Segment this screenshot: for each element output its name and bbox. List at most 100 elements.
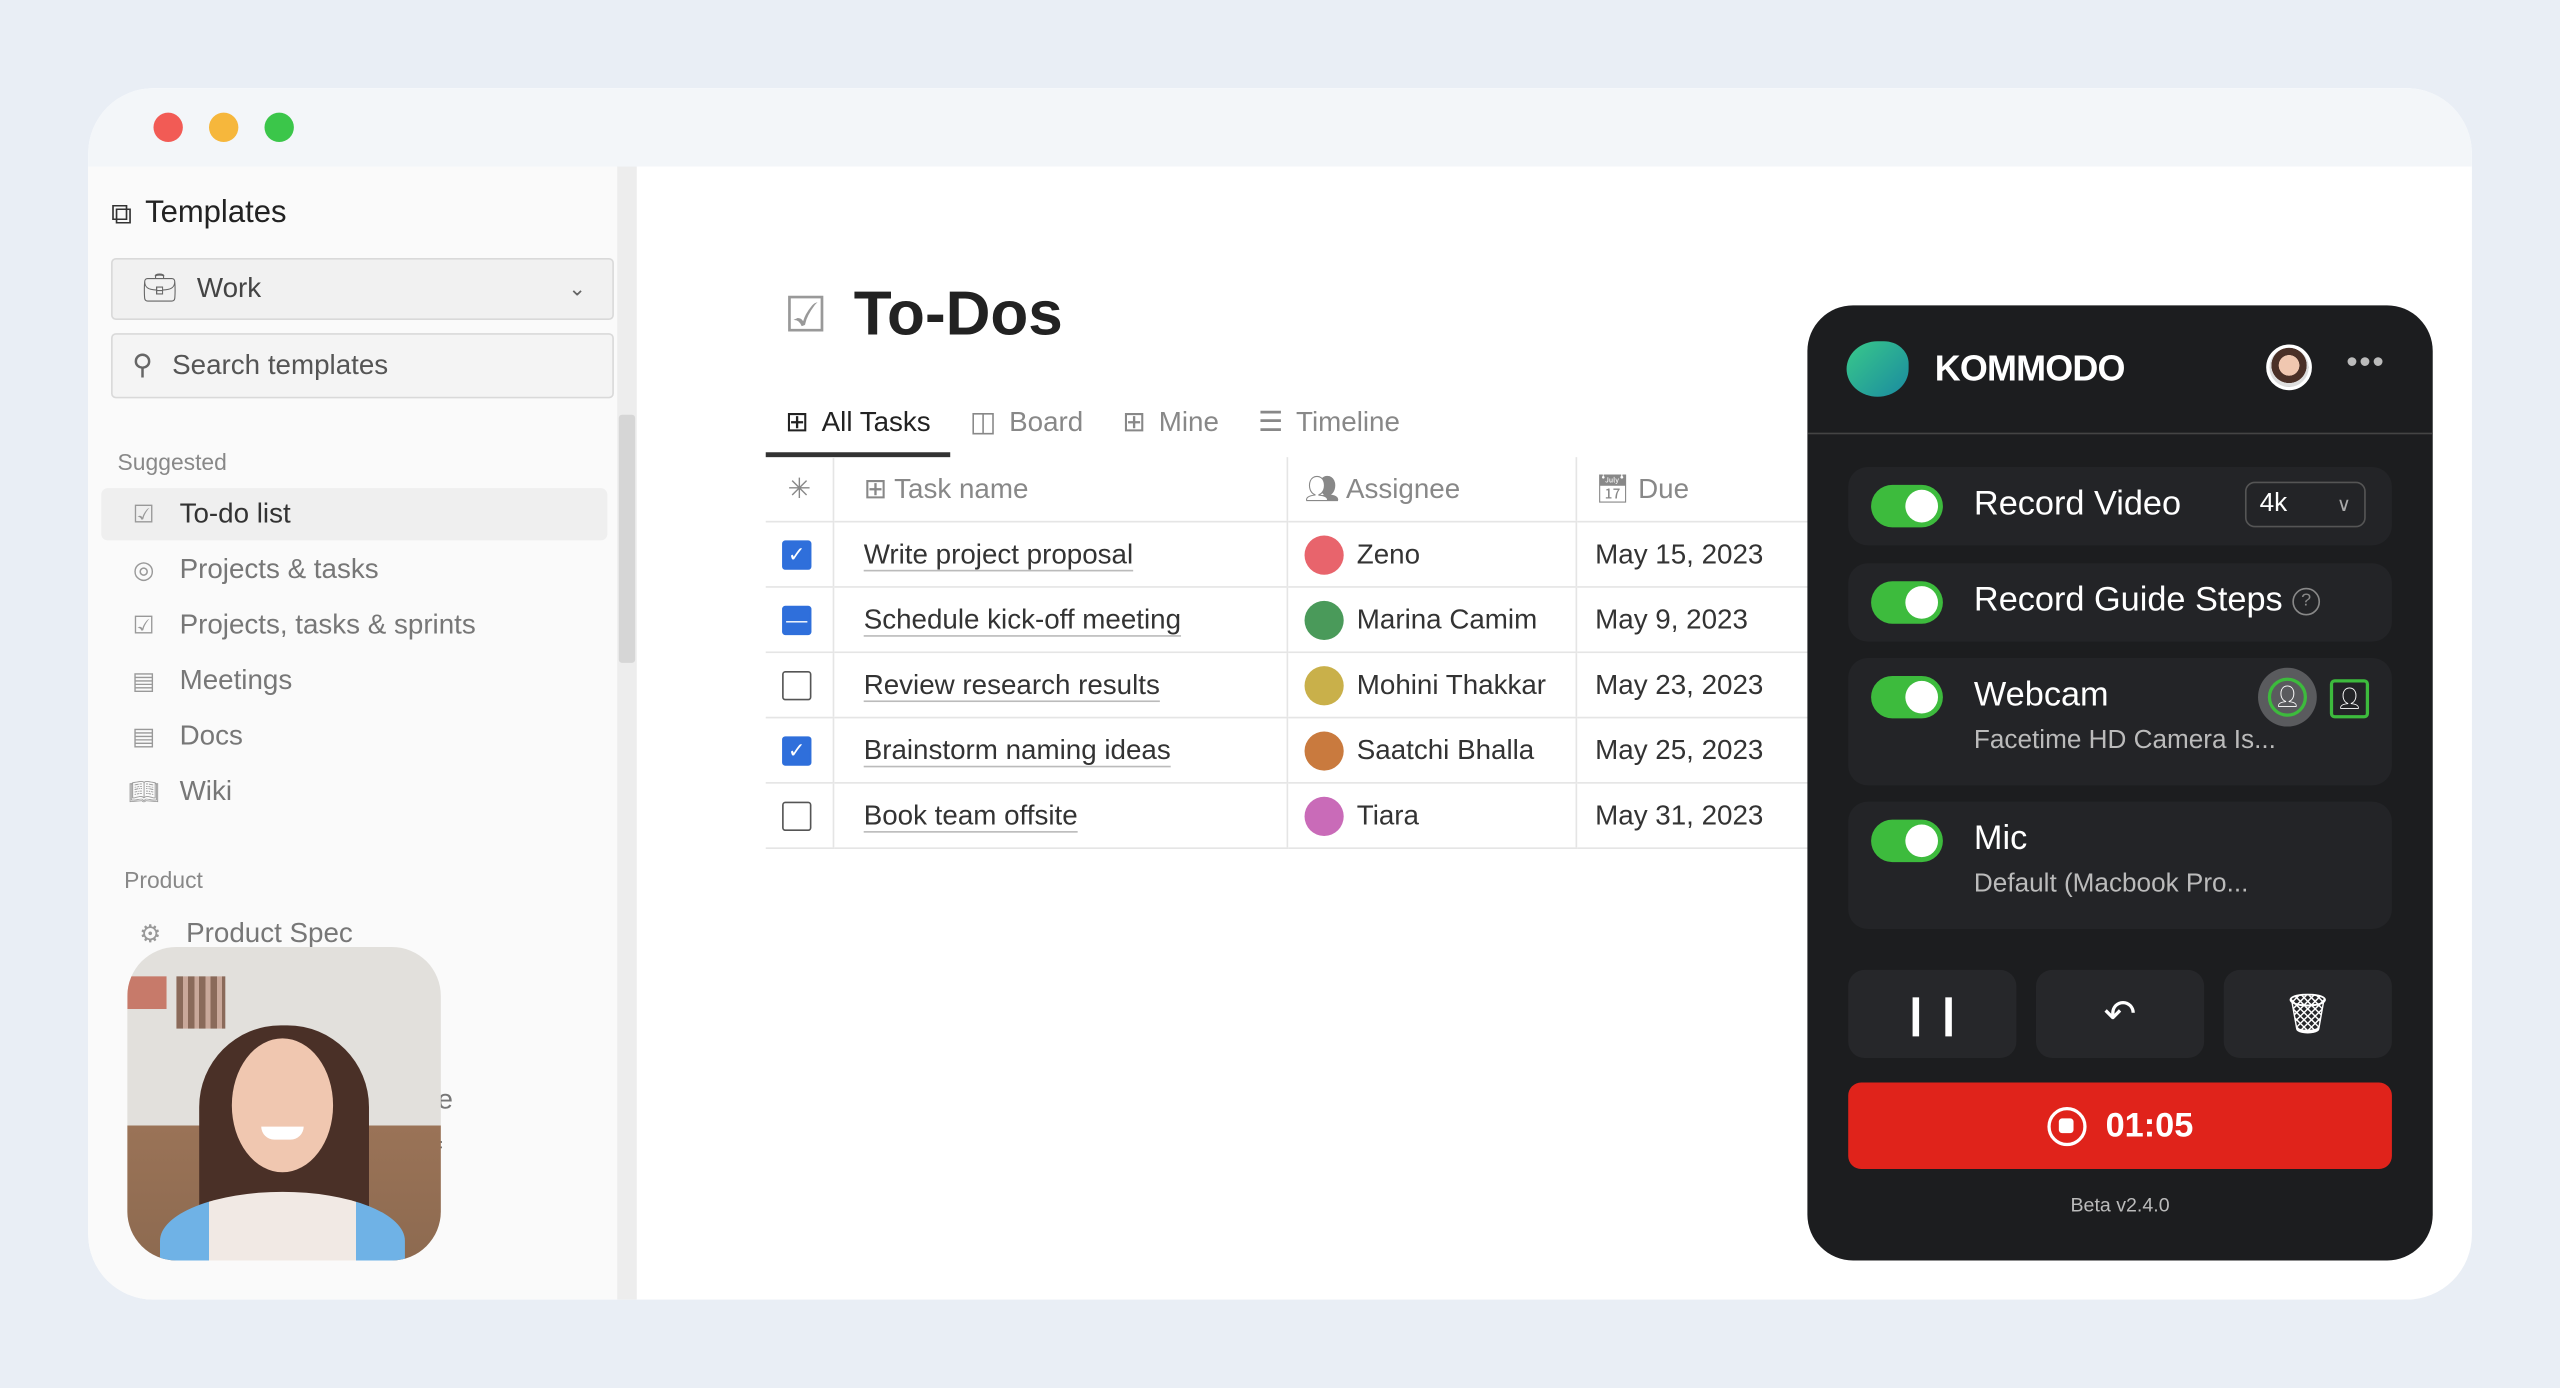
record-video-row: Record Video 4k ∨ <box>1848 466 2392 546</box>
due-date[interactable]: May 23, 2023 <box>1595 668 1764 700</box>
sidebar-item-projects-tasks-sprints[interactable]: ☑ Projects, tasks & sprints <box>101 599 607 651</box>
pause-icon: ❙❙ <box>1899 991 1966 1036</box>
kommodo-recorder-panel: KOMMODO ••• Record Video 4k ∨ Record Guid… <box>1807 305 2433 1261</box>
table-row[interactable]: ✓ Write project proposal Zeno May 15, 20… <box>765 520 1810 588</box>
table-row[interactable]: Book team offsite Tiara May 31, 2023 <box>765 782 1810 850</box>
webcam-preview[interactable] <box>127 946 441 1261</box>
task-name[interactable]: Write project proposal <box>863 537 1134 569</box>
task-name[interactable]: Book team offsite <box>863 799 1078 831</box>
task-name[interactable]: Brainstorm naming ideas <box>863 733 1171 765</box>
board-icon: ◫ <box>969 405 997 437</box>
task-checkbox[interactable]: ✓ <box>782 735 812 765</box>
pause-button[interactable]: ❙❙ <box>1848 969 2017 1058</box>
sidebar-item-projects-tasks[interactable]: ◎ Projects & tasks <box>101 544 607 596</box>
help-icon[interactable]: ? <box>2292 587 2320 616</box>
quality-select[interactable]: 4k ∨ <box>2244 481 2366 528</box>
assignee-avatar <box>1304 730 1344 770</box>
mic-toggle[interactable] <box>1871 819 1943 863</box>
tab-all-tasks[interactable]: ⊞ All Tasks <box>765 392 951 458</box>
workspace-select[interactable]: 💼︎ Work ⌄ <box>111 257 614 321</box>
scrollbar-thumb[interactable] <box>618 414 636 663</box>
sidebar-item-meetings[interactable]: ▤ Meetings <box>101 655 607 707</box>
people-icon: 👥︎ <box>1304 472 1340 504</box>
sidebar-item-to-do-list[interactable]: ☑ To-do list <box>101 488 608 541</box>
close-window-button[interactable] <box>153 112 183 143</box>
sidebar-item-docs[interactable]: ▤ Docs <box>101 710 607 762</box>
sidebar-item-product-spec[interactable]: ⚙ Product Spec <box>108 908 614 960</box>
trash-icon: 🗑︎ <box>2282 991 2333 1036</box>
table-row[interactable]: Review research results Mohini Thakkar M… <box>765 651 1810 719</box>
templates-icon: ⧉ <box>111 196 133 230</box>
stop-icon <box>2046 1106 2087 1146</box>
user-avatar[interactable] <box>2266 344 2312 391</box>
section-suggested: Suggested <box>117 448 227 476</box>
minimize-window-button[interactable] <box>208 112 239 143</box>
record-guide-steps-row: Record Guide Steps ? <box>1848 563 2392 642</box>
section-product: Product <box>124 866 203 894</box>
record-guide-steps-toggle[interactable] <box>1871 581 1943 624</box>
stop-recording-button[interactable]: 01:05 <box>1848 1082 2392 1170</box>
tab-mine[interactable]: ⊞ Mine <box>1122 405 1219 437</box>
task-checkbox[interactable]: — <box>782 604 812 635</box>
webcam-circle-shape-button[interactable]: 👤︎ <box>2258 667 2317 727</box>
task-checkbox[interactable]: ✓ <box>782 539 812 569</box>
task-name[interactable]: Review research results <box>863 668 1160 700</box>
briefcase-icon: 💼︎ <box>142 272 178 304</box>
tab-board[interactable]: ◫ Board <box>969 405 1084 437</box>
document-icon: ▤ <box>132 723 156 752</box>
more-options-icon[interactable]: ••• <box>2346 344 2386 381</box>
status-column-header: ✳ <box>765 457 834 523</box>
record-video-toggle[interactable] <box>1871 484 1943 528</box>
version-label: Beta v2.4.0 <box>2070 1193 2170 1217</box>
webcam-row: Webcam Facetime HD Camera Is... 👤︎ 👤︎ <box>1848 657 2392 786</box>
delete-button[interactable]: 🗑︎ <box>2223 969 2392 1058</box>
webcam-toggle[interactable] <box>1871 675 1943 719</box>
search-icon: ⚲ <box>132 349 153 381</box>
chevron-down-icon: ∨ <box>2336 493 2352 516</box>
assignee-avatar <box>1304 795 1344 836</box>
restart-button[interactable]: ↶ <box>2035 969 2205 1058</box>
assignee-name: Mohini Thakkar <box>1356 668 1547 700</box>
tasks-table: ✳ ⊞ Task name 👥︎ Assignee 📅︎ Due ✓ Write… <box>765 457 1810 850</box>
loading-icon: ✳ <box>787 472 811 504</box>
column-header-assignee[interactable]: 👥︎ Assignee <box>1286 457 1577 523</box>
person-icon: 👤︎ <box>2267 677 2308 717</box>
view-tabs: ⊞ All Tasks ◫ Board ⊞ Mine ☰ Timeline <box>765 392 1420 458</box>
column-header-task[interactable]: ⊞ Task name <box>832 457 1288 523</box>
target-icon: ◎ <box>132 556 155 585</box>
assignee-avatar <box>1304 600 1344 640</box>
checkbox-icon: ☑ <box>132 612 155 641</box>
tab-timeline[interactable]: ☰ Timeline <box>1258 405 1400 437</box>
sidebar-title: ⧉ Templates <box>111 195 287 231</box>
kommodo-logo-icon <box>1846 341 1909 397</box>
page-title: ☑ To-Dos <box>783 280 1063 350</box>
sidebar-item-wiki[interactable]: 📖︎ Wiki <box>128 775 233 807</box>
column-header-due[interactable]: 📅︎ Due <box>1575 457 1810 523</box>
task-name[interactable]: Schedule kick-off meeting <box>863 603 1182 635</box>
document-icon: ▤ <box>132 667 156 696</box>
wall-poster <box>127 976 167 1010</box>
due-date[interactable]: May 31, 2023 <box>1595 799 1764 831</box>
table-icon: ⊞ <box>1122 405 1146 437</box>
chevron-down-icon: ⌄ <box>568 275 587 301</box>
due-date[interactable]: May 15, 2023 <box>1595 537 1764 569</box>
calendar-icon: 📅︎ <box>1595 472 1631 504</box>
checkbox-icon: ☑ <box>132 501 155 529</box>
assignee-avatar <box>1304 665 1344 705</box>
task-checkbox[interactable] <box>782 670 812 700</box>
table-row[interactable]: — Schedule kick-off meeting Marina Camim… <box>765 586 1810 654</box>
smile <box>261 1126 304 1140</box>
brand-name: KOMMODO <box>1934 347 2126 389</box>
due-date[interactable]: May 9, 2023 <box>1595 603 1748 635</box>
maximize-window-button[interactable] <box>264 112 294 143</box>
gear-icon: ⚙ <box>139 920 162 949</box>
sidebar-scrollbar[interactable] <box>617 166 637 1300</box>
search-templates-input[interactable]: ⚲ Search templates <box>111 333 614 399</box>
due-date[interactable]: May 25, 2023 <box>1595 733 1764 765</box>
task-checkbox[interactable] <box>782 800 812 831</box>
table-row[interactable]: ✓ Brainstorm naming ideas Saatchi Bhalla… <box>765 716 1810 784</box>
title-bar <box>88 88 2472 167</box>
timeline-icon: ☰ <box>1258 405 1283 437</box>
webcam-square-shape-button[interactable]: 👤︎ <box>2329 679 2370 719</box>
face <box>231 1038 334 1173</box>
